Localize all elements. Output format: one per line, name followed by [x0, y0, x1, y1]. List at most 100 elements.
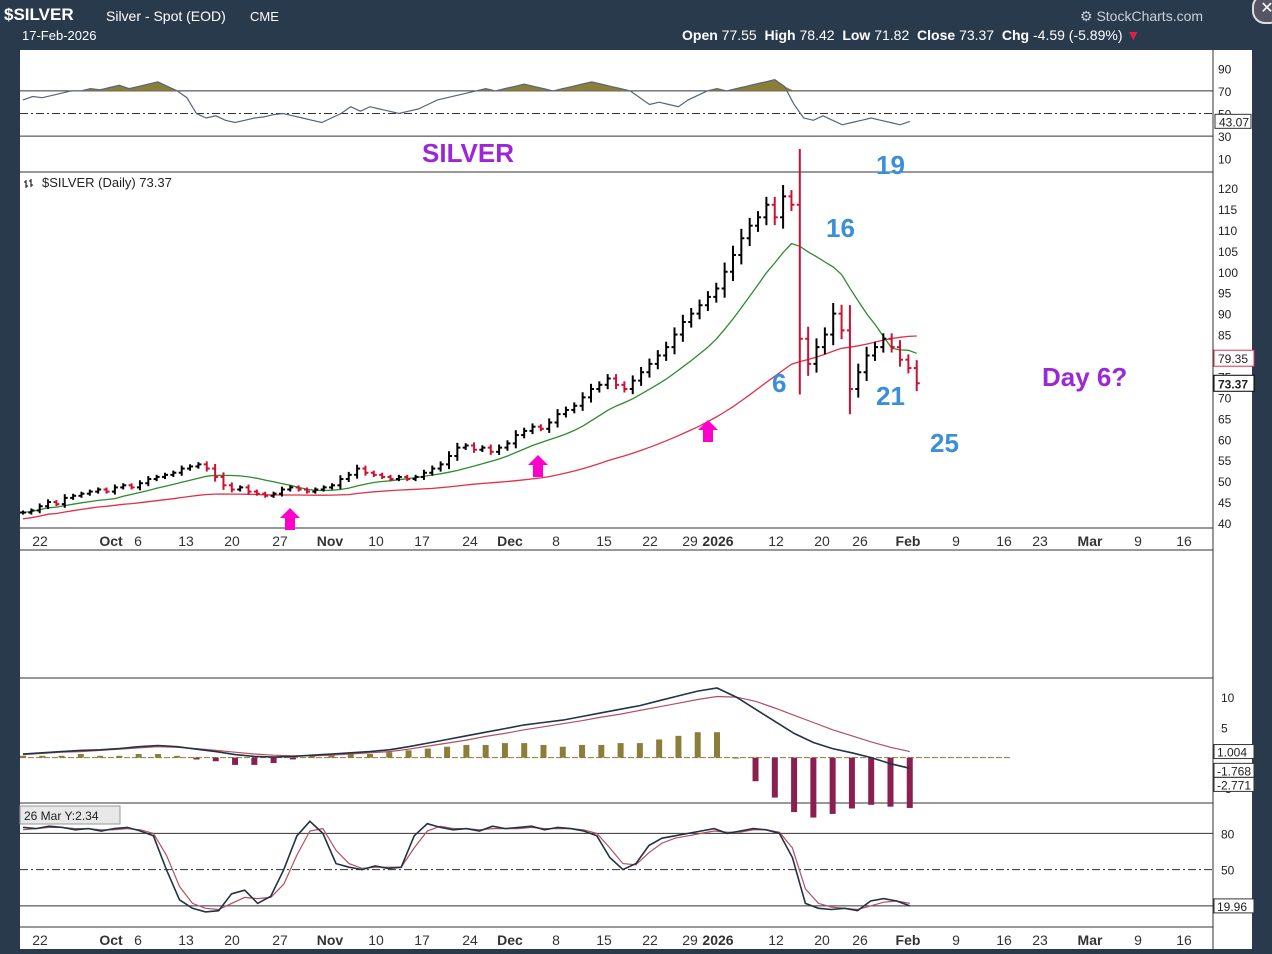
price-bar — [688, 308, 695, 328]
macd-histogram-bar — [752, 757, 759, 782]
rsi-value-box — [1214, 113, 1252, 129]
stoch-value-label: 19.96 — [1217, 900, 1247, 914]
x-axis-tick-label: Nov — [317, 932, 344, 948]
price-bar — [512, 430, 519, 449]
x-axis-tick-label: 23 — [1032, 533, 1048, 549]
x-axis-tick-label: 20 — [814, 533, 830, 549]
macd-value-label: -1.768 — [1217, 764, 1251, 778]
price-bar — [496, 444, 503, 455]
x-axis-tick-label: 16 — [1176, 932, 1192, 948]
macd-histogram-bar — [347, 754, 354, 758]
price-bar — [821, 327, 828, 355]
price-tick-label: 95 — [1218, 287, 1232, 301]
macd-histogram-bar — [289, 757, 296, 760]
price-tick-label: 90 — [1218, 308, 1232, 322]
x-axis-tick-label: 13 — [178, 932, 194, 948]
price-bar — [504, 440, 511, 451]
x-axis-tick-label: Mar — [1078, 932, 1103, 948]
price-bar — [111, 484, 118, 495]
price-bar — [203, 461, 210, 472]
price-bar — [738, 228, 745, 265]
macd-histogram-bar — [58, 755, 65, 758]
price-bar — [521, 427, 528, 439]
price-bar — [838, 304, 845, 340]
price-bar — [830, 302, 837, 346]
rsi-tick-label: 70 — [1218, 85, 1232, 99]
price-bar — [905, 354, 912, 374]
price-bar — [487, 444, 494, 455]
x-axis-tick-label: 23 — [1032, 932, 1048, 948]
price-tick-label: 65 — [1218, 412, 1232, 426]
x-axis-tick-label: Dec — [497, 932, 523, 948]
chart-title-silver: SILVER — [422, 138, 514, 168]
price-bar — [70, 493, 77, 500]
buy-arrow-icon — [698, 420, 718, 442]
macd-histogram-bar — [386, 752, 393, 758]
macd-histogram-bar — [713, 732, 720, 758]
price-bar — [554, 409, 561, 428]
price-bar — [863, 346, 870, 381]
x-axis-tick-label: 26 — [852, 932, 868, 948]
price-bar — [579, 392, 586, 411]
macd-tick-label: 10 — [1221, 691, 1235, 705]
price-bar — [429, 465, 436, 476]
x-axis-tick-label: 27 — [272, 533, 288, 549]
price-bar — [387, 474, 394, 482]
price-bar — [370, 470, 377, 477]
macd-histogram-bar — [309, 755, 316, 758]
x-axis-tick-label: 22 — [32, 932, 48, 948]
x-axis-tick-label: 2026 — [702, 932, 733, 948]
price-bar — [295, 485, 302, 492]
macd-histogram-bar — [405, 750, 412, 758]
exchange-label: CME — [250, 9, 279, 24]
macd-histogram-bar — [906, 757, 913, 808]
x-axis-tick-label: 20 — [814, 932, 830, 948]
price-tick-label: 105 — [1218, 245, 1238, 259]
price-bar — [354, 464, 361, 479]
macd-histogram-bar — [212, 757, 219, 762]
macd-histogram-bar — [154, 754, 161, 758]
close-icon[interactable]: ✕ — [1252, 0, 1272, 24]
price-tick-label: 120 — [1218, 182, 1238, 196]
x-axis-tick-label: Nov — [317, 533, 344, 549]
price-tick-label: 70 — [1218, 391, 1232, 405]
last-price-box — [1213, 374, 1255, 392]
macd-histogram-bar — [617, 743, 624, 758]
macd-histogram-bar — [135, 754, 142, 758]
sma-value-label: 79.35 — [1218, 352, 1248, 366]
close-label: Close — [917, 27, 956, 43]
wave-label-25: 25 — [930, 428, 959, 458]
x-axis-tick-label: 12 — [768, 533, 784, 549]
price-bar — [471, 442, 478, 453]
x-axis-tick-label: Dec — [497, 533, 523, 549]
rsi-line — [22, 78, 910, 126]
price-bar — [195, 462, 202, 469]
price-bar — [320, 485, 327, 492]
price-bar — [362, 465, 369, 476]
price-bar — [245, 484, 252, 495]
chg-value: -4.59 (-5.89%) — [1033, 27, 1123, 43]
x-axis-tick-label: Oct — [99, 932, 123, 948]
symbol-label: $SILVER — [4, 5, 74, 24]
x-axis-tick-label: 9 — [952, 932, 960, 948]
rsi-value-label: 43.07 — [1219, 115, 1249, 129]
price-bar — [721, 262, 728, 298]
price-bar — [755, 211, 762, 232]
macd-histogram-bar — [598, 744, 605, 758]
price-bar — [270, 491, 277, 498]
price-bar — [278, 486, 285, 497]
price-bar — [20, 510, 26, 515]
price-tick-label: 40 — [1218, 517, 1232, 531]
price-bar — [128, 483, 135, 490]
x-axis-tick-label: 6 — [134, 533, 142, 549]
macd-histogram-bar — [656, 739, 663, 758]
open-value: 77.55 — [721, 27, 757, 43]
x-axis-tick-label: 20 — [224, 932, 240, 948]
price-bar — [454, 442, 461, 461]
price-tick-label: 85 — [1218, 329, 1232, 343]
x-axis-tick-label: 9 — [1134, 932, 1142, 948]
stoch-k-line — [22, 820, 911, 913]
macd-histogram-bar — [675, 735, 682, 758]
price-bar — [571, 402, 578, 414]
macd-histogram-bar — [694, 732, 701, 758]
